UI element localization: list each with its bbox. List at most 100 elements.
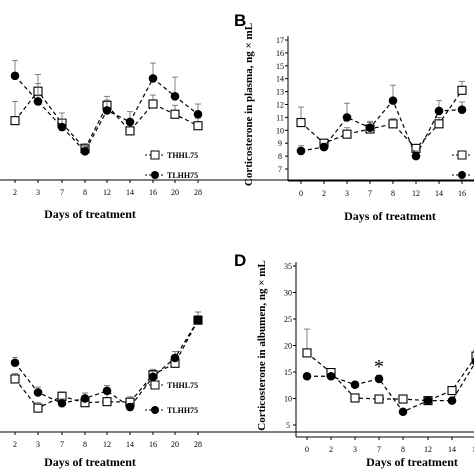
x-tick-label: 2 [329,445,333,454]
y-tick-label: 30 [284,289,292,298]
y-axis-label: Corticosterone in albumen, ng × mL [256,260,268,430]
x-axis-label: Days of treatment [44,455,136,469]
data-point-circle [170,92,180,101]
data-point-circle [57,122,67,132]
y-tick-label: 12 [276,101,284,110]
significance-star: * [374,356,384,378]
data-point-circle [365,123,375,133]
y-tick-label: 14 [276,75,284,84]
y-tick-label: 11 [276,113,284,122]
data-point-circle [170,353,180,363]
x-tick-label: 7 [377,445,381,454]
data-point-circle [434,106,444,116]
y-tick-label: 9 [278,139,282,148]
x-tick-label: 3 [353,445,357,454]
data-point-circle [33,388,43,397]
data-point-circle [374,374,384,384]
y-tick-label: 7 [278,165,282,174]
x-tick-label: 3 [345,189,349,198]
x-tick-label: 20 [171,440,179,449]
y-tick-label: 10 [276,126,284,135]
panel-label: B [234,11,246,30]
y-tick-label: 15 [284,368,292,377]
data-point-circle [411,151,421,161]
data-point-square [33,403,43,413]
x-tick-label: 8 [391,189,395,198]
data-point-circle [10,358,20,368]
data-point-circle [350,380,360,390]
data-point-circle [471,357,474,366]
x-tick-label: 0 [299,189,303,198]
x-tick-label: 14 [126,188,134,197]
x-tick-label: 7 [368,189,372,198]
series-line [14,90,199,150]
data-point-circle [457,105,467,114]
y-tick-label: 20 [284,342,292,351]
x-tick-label: 8 [83,440,87,449]
x-tick-label: 14 [126,440,134,449]
data-point-circle [342,113,352,122]
x-tick-label: 7 [60,440,64,449]
data-point-circle [125,402,135,412]
data-point-circle [296,146,306,156]
x-tick-label: 0 [305,445,309,454]
x-axis-label: Days of treatment [366,455,458,469]
y-tick-label: 15 [276,62,284,71]
y-tick-label: 35 [284,262,292,271]
data-point-circle [102,386,112,396]
series-line [14,319,199,409]
legend-marker-circle [151,406,159,414]
series-line [300,99,463,158]
x-tick-label: 16 [472,445,474,454]
x-tick-label: 12 [103,440,111,449]
legend-label: THHL75 [167,151,198,160]
data-point-circle [125,117,135,127]
legend-label: TLHH75 [167,171,198,180]
data-point-circle [398,407,408,417]
legend-marker-circle [151,171,159,179]
x-tick-label: 8 [401,445,405,454]
data-point-square [457,85,467,95]
data-point-circle [388,96,398,105]
data-point-circle [447,396,457,405]
data-point-square [296,118,306,128]
x-tick-label: 28 [194,188,202,197]
data-point-circle [10,71,20,81]
x-tick-label: 16 [458,189,466,198]
data-point-circle [33,97,43,106]
x-axis-label: Days of treatment [44,207,136,221]
y-axis-label: Corticosterone in plasma, ng × mL [243,23,255,186]
y-tick-label: 10 [284,395,292,404]
x-tick-label: 12 [412,189,420,198]
legend-marker-square [457,150,467,160]
data-point-circle [57,398,67,408]
data-point-square [398,394,408,404]
data-point-circle [302,371,312,381]
data-point-square [170,109,180,119]
data-point-square [193,121,203,131]
legend-marker-circle [458,171,466,179]
legend-label: THHL75 [167,381,198,390]
y-tick-label: 13 [276,88,284,97]
data-point-circle [80,147,90,156]
data-point-square [148,99,158,109]
x-tick-label: 16 [149,188,157,197]
x-tick-label: 2 [13,188,17,197]
y-tick-label: 25 [284,315,292,324]
x-tick-label: 7 [60,188,64,197]
panel-d: 5 10 15 20 25 30 35 0 2 3 7 8 12 14 16 Days of treatmen… [234,251,474,469]
legend-marker-square [150,380,160,390]
y-tick-label: 5 [286,421,290,430]
panel-label: D [234,251,246,270]
data-point-square [10,116,20,126]
x-tick-label: 14 [435,189,443,198]
data-point-square [447,385,457,396]
data-point-square [125,126,135,136]
x-tick-label: 12 [424,445,432,454]
data-point-circle [423,396,433,405]
y-tick-label: 17 [276,36,284,45]
data-point-square [350,393,360,403]
